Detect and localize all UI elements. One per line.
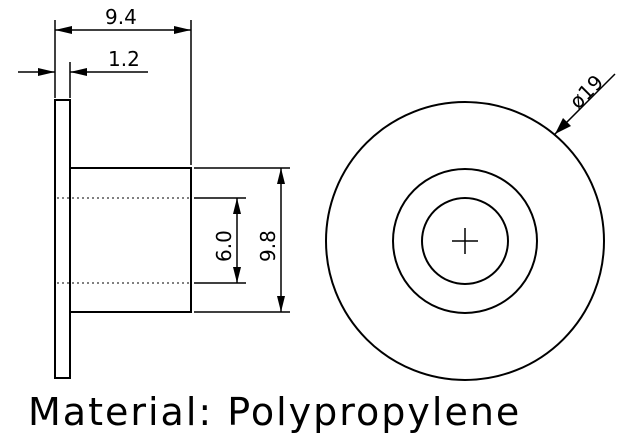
dim-outer-diameter: 9.8 bbox=[194, 167, 290, 313]
dim-flange-thickness: 1.2 bbox=[18, 47, 148, 98]
dim-inner-diameter: 6.0 bbox=[194, 197, 246, 284]
dim-flange-diameter: ø19 bbox=[554, 70, 616, 135]
side-view bbox=[54, 99, 192, 379]
dim-total-length-label: 9.4 bbox=[105, 5, 137, 29]
material-note: Material: Polypropylene bbox=[28, 390, 521, 434]
front-view bbox=[325, 101, 605, 381]
flange-profile bbox=[54, 99, 71, 379]
body-profile bbox=[70, 167, 192, 313]
dim-outer-diameter-label: 9.8 bbox=[256, 230, 280, 262]
dim-flange-thickness-label: 1.2 bbox=[108, 47, 140, 71]
dim-inner-diameter-label: 6.0 bbox=[212, 230, 236, 262]
body-circle bbox=[392, 168, 538, 314]
bore-circle bbox=[421, 197, 509, 285]
dim-total-length: 9.4 bbox=[54, 5, 192, 165]
dim-flange-diameter-label: ø19 bbox=[565, 70, 609, 114]
flange-circle bbox=[325, 101, 605, 381]
